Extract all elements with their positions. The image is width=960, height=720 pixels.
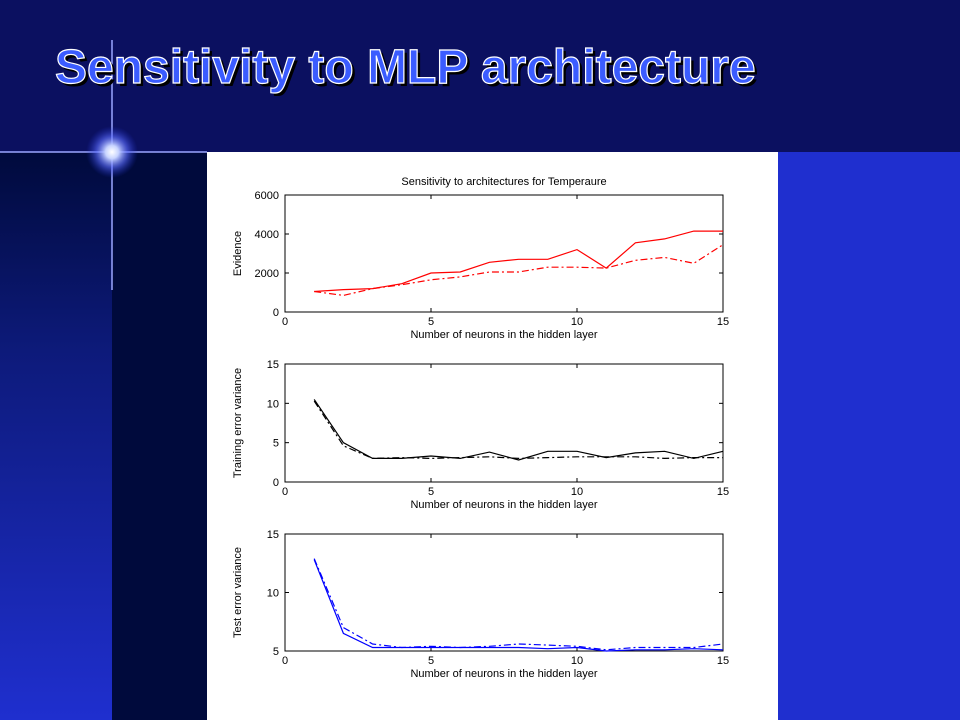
x-tick-label: 15 (717, 316, 729, 328)
x-axis-label: Number of neurons in the hidden layer (410, 499, 597, 511)
axes-box (284, 194, 724, 313)
y-tick-label: 4000 (255, 229, 279, 241)
chart-2: 0 5 10 15 0 5 10 15 Number of neurons in the hid… (232, 359, 729, 511)
left-stripe-dark (112, 152, 207, 720)
x-tick-label: 5 (428, 316, 434, 328)
x-tick-label: 10 (571, 316, 583, 328)
y-tick-label: 0 (273, 307, 279, 319)
x-tick-label: 10 (571, 486, 583, 498)
series-line-dashdot (313, 558, 724, 651)
slide-title: Sensitivity to MLP architecture (54, 40, 756, 94)
title-bar (0, 0, 960, 152)
series-line-solid (313, 559, 724, 652)
axes-box (284, 533, 724, 652)
x-tick-label: 0 (282, 316, 288, 328)
y-tick-label: 15 (267, 529, 279, 541)
y-tick-label: 10 (267, 398, 279, 410)
y-axis-label: Evidence (232, 231, 244, 276)
y-tick-label: 5 (273, 438, 279, 450)
y-tick-label: 10 (267, 588, 279, 600)
left-stripe-gradient (0, 152, 112, 720)
chart-title: Sensitivity to architectures for Tempera… (401, 176, 606, 188)
y-axis-label: Test error variance (232, 547, 244, 638)
x-tick-label: 10 (571, 655, 583, 667)
x-tick-label: 0 (282, 486, 288, 498)
y-tick-label: 0 (273, 477, 279, 489)
axes-box (284, 363, 724, 483)
x-axis-label: Number of neurons in the hidden layer (410, 329, 597, 341)
y-tick-label: 2000 (255, 268, 279, 280)
x-tick-label: 0 (282, 655, 288, 667)
y-axis-label: Training error variance (232, 368, 244, 478)
series-line-dashdot (313, 400, 723, 460)
x-tick-label: 5 (428, 486, 434, 498)
x-tick-label: 5 (428, 655, 434, 667)
y-tick-label: 5 (273, 646, 279, 658)
x-tick-label: 15 (717, 655, 729, 667)
x-tick-label: 15 (717, 486, 729, 498)
series-line-solid (314, 230, 723, 293)
lens-flare-icon (86, 126, 138, 178)
y-tick-label: 6000 (255, 190, 279, 202)
series-line-solid (313, 399, 724, 461)
figure-panel: 0 5 10 15 0 2000 4000 6000 Sensitivity to archit… (207, 152, 778, 720)
x-axis-label: Number of neurons in the hidden layer (410, 668, 597, 680)
y-tick-label: 15 (267, 359, 279, 371)
series-line-dashdot (314, 244, 724, 297)
chart-1: 0 5 10 15 0 2000 4000 6000 Sensitivity to archit… (232, 176, 729, 341)
